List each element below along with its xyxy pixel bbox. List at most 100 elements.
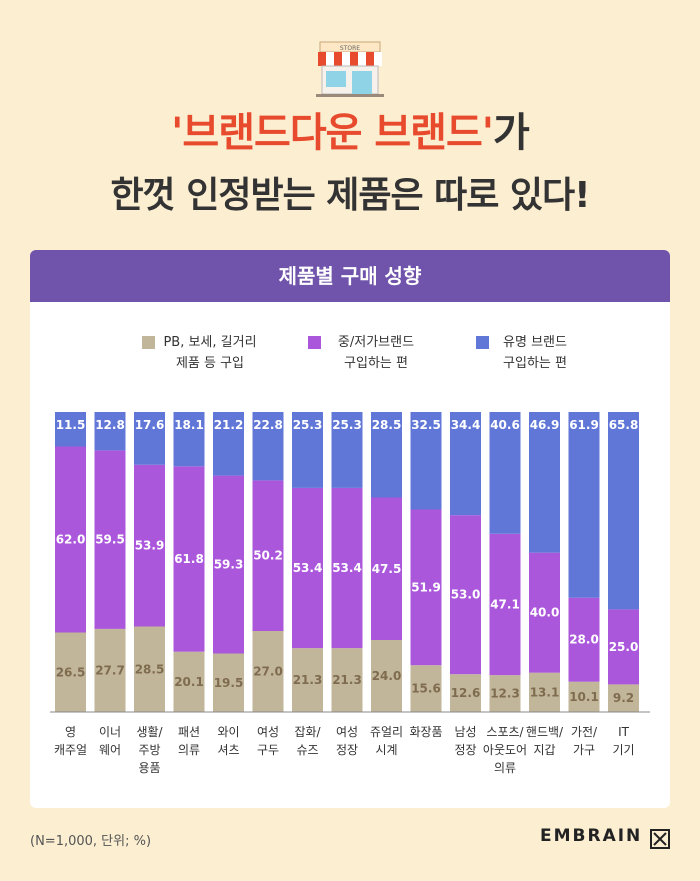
bar-segment <box>173 651 205 712</box>
category-label: 쥬얼리 <box>370 725 403 739</box>
bar-segment <box>213 475 244 654</box>
legend-label-line2: 구입하는 편 <box>503 356 567 371</box>
data-label: 22.8 <box>253 418 283 432</box>
chart-title: 제품별 구매 성향 <box>30 250 670 302</box>
category-label: 주방 <box>138 743 160 757</box>
footnote: (N=1,000, 단위; %) <box>30 834 152 849</box>
category-label: 가전/ <box>571 725 598 739</box>
category-label: 스포츠/ <box>486 725 524 739</box>
bar-segment <box>489 412 521 534</box>
category-label: 영 <box>65 725 76 739</box>
bar-segment <box>410 665 442 712</box>
data-label: 59.5 <box>95 533 125 547</box>
category-label: 핸드백/ <box>526 724 564 739</box>
bar-segment <box>331 487 363 649</box>
bar-segment <box>568 412 600 598</box>
bar-segment <box>371 497 402 640</box>
bar-segment <box>410 509 442 666</box>
bar-segment <box>331 648 363 712</box>
bar-segment <box>608 609 639 685</box>
data-label: 21.3 <box>332 673 362 687</box>
bar-segment <box>410 412 442 510</box>
bar-segment <box>94 450 126 629</box>
category-label: 기기 <box>612 743 634 757</box>
data-label: 13.1 <box>530 685 560 699</box>
bar-segment <box>252 631 284 712</box>
data-label: 18.1 <box>174 418 204 432</box>
category-label: 패션 <box>178 725 200 739</box>
category-label: 이너 <box>99 725 121 739</box>
bar-segment <box>173 412 205 467</box>
legend-swatch-famous <box>476 336 489 349</box>
data-label: 32.5 <box>411 418 441 432</box>
legend-label-line1: 중/저가브랜드 <box>337 335 415 350</box>
legend-label-line2: 제품 등 구입 <box>175 356 245 371</box>
data-label: 53.9 <box>135 539 165 553</box>
legend-swatch-mid <box>308 336 321 349</box>
category-label: 슈즈 <box>296 743 318 757</box>
bar-segment <box>489 533 521 676</box>
category-label: 생활/ <box>136 725 163 739</box>
data-label: 47.1 <box>490 597 520 611</box>
data-label: 15.6 <box>411 682 441 696</box>
data-label: 12.3 <box>490 687 520 701</box>
category-label: 웨어 <box>99 743 121 757</box>
category-label: 화장품 <box>409 725 442 739</box>
data-label: 61.8 <box>174 552 204 566</box>
category-label: 여성 <box>257 725 279 739</box>
bar-segment <box>450 674 481 712</box>
category-label: 남성 <box>454 725 476 739</box>
legend-label-line1: PB, 보세, 길거리 <box>163 335 257 350</box>
data-label: 28.5 <box>135 662 165 676</box>
legend-label-line2: 구입하는 편 <box>344 356 408 371</box>
bar-segment <box>173 466 205 652</box>
data-label: 28.0 <box>569 633 599 647</box>
bar-segment <box>292 648 323 712</box>
bar-segment <box>529 412 560 553</box>
legend-item-famous: 유명 브랜드 구입하는 편 <box>476 332 588 374</box>
legend-item-pb: PB, 보세, 길거리 제품 등 구입 <box>142 332 268 374</box>
title-suffix: 가 <box>493 110 530 156</box>
data-label: 40.6 <box>490 418 520 432</box>
data-label: 25.0 <box>609 640 639 654</box>
data-label: 51.9 <box>411 580 441 594</box>
data-label: 46.9 <box>530 418 560 432</box>
data-label: 62.0 <box>56 533 86 547</box>
bar-segment <box>94 412 126 451</box>
data-label: 25.3 <box>332 418 362 432</box>
category-label: IT <box>618 725 630 739</box>
bar-segment <box>608 684 639 712</box>
bar-segment <box>371 640 402 712</box>
category-label: 가구 <box>573 743 595 757</box>
brand-logo: EMBRAIN <box>540 826 643 846</box>
category-label: 아웃도어 <box>483 743 527 757</box>
chart-card: 제품별 구매 성향 PB, 보세, 길거리 제품 등 구입 중/저가브랜드 구입… <box>30 250 670 808</box>
data-label: 50.2 <box>253 549 283 563</box>
bar-segment <box>134 626 165 712</box>
bar-segment <box>450 412 481 516</box>
category-label: 의류 <box>178 743 200 757</box>
legend-item-mid: 중/저가브랜드 구입하는 편 <box>308 332 434 374</box>
category-label: 의류 <box>494 761 516 775</box>
bar-segment <box>529 552 560 673</box>
legend-swatch-pb <box>142 336 155 349</box>
bar-segment <box>331 412 363 488</box>
category-label: 셔츠 <box>217 743 239 757</box>
category-label: 캐주얼 <box>54 743 87 757</box>
bar-segment <box>568 597 600 682</box>
category-label: 정장 <box>454 743 476 757</box>
data-label: 26.5 <box>56 665 86 679</box>
data-label: 21.2 <box>214 418 244 432</box>
data-label: 53.0 <box>451 588 481 602</box>
data-label: 25.3 <box>293 418 323 432</box>
data-label: 10.1 <box>569 690 599 704</box>
data-label: 20.1 <box>174 675 204 689</box>
data-label: 24.0 <box>372 669 402 683</box>
bar-segment <box>55 632 86 712</box>
bar-segment <box>292 412 323 488</box>
chart-legend: PB, 보세, 길거리 제품 등 구입 중/저가브랜드 구입하는 편 유명 브랜… <box>30 332 670 376</box>
brand-logo-icon <box>650 829 670 849</box>
bar-segment <box>252 412 284 481</box>
bar-segment <box>134 412 165 465</box>
